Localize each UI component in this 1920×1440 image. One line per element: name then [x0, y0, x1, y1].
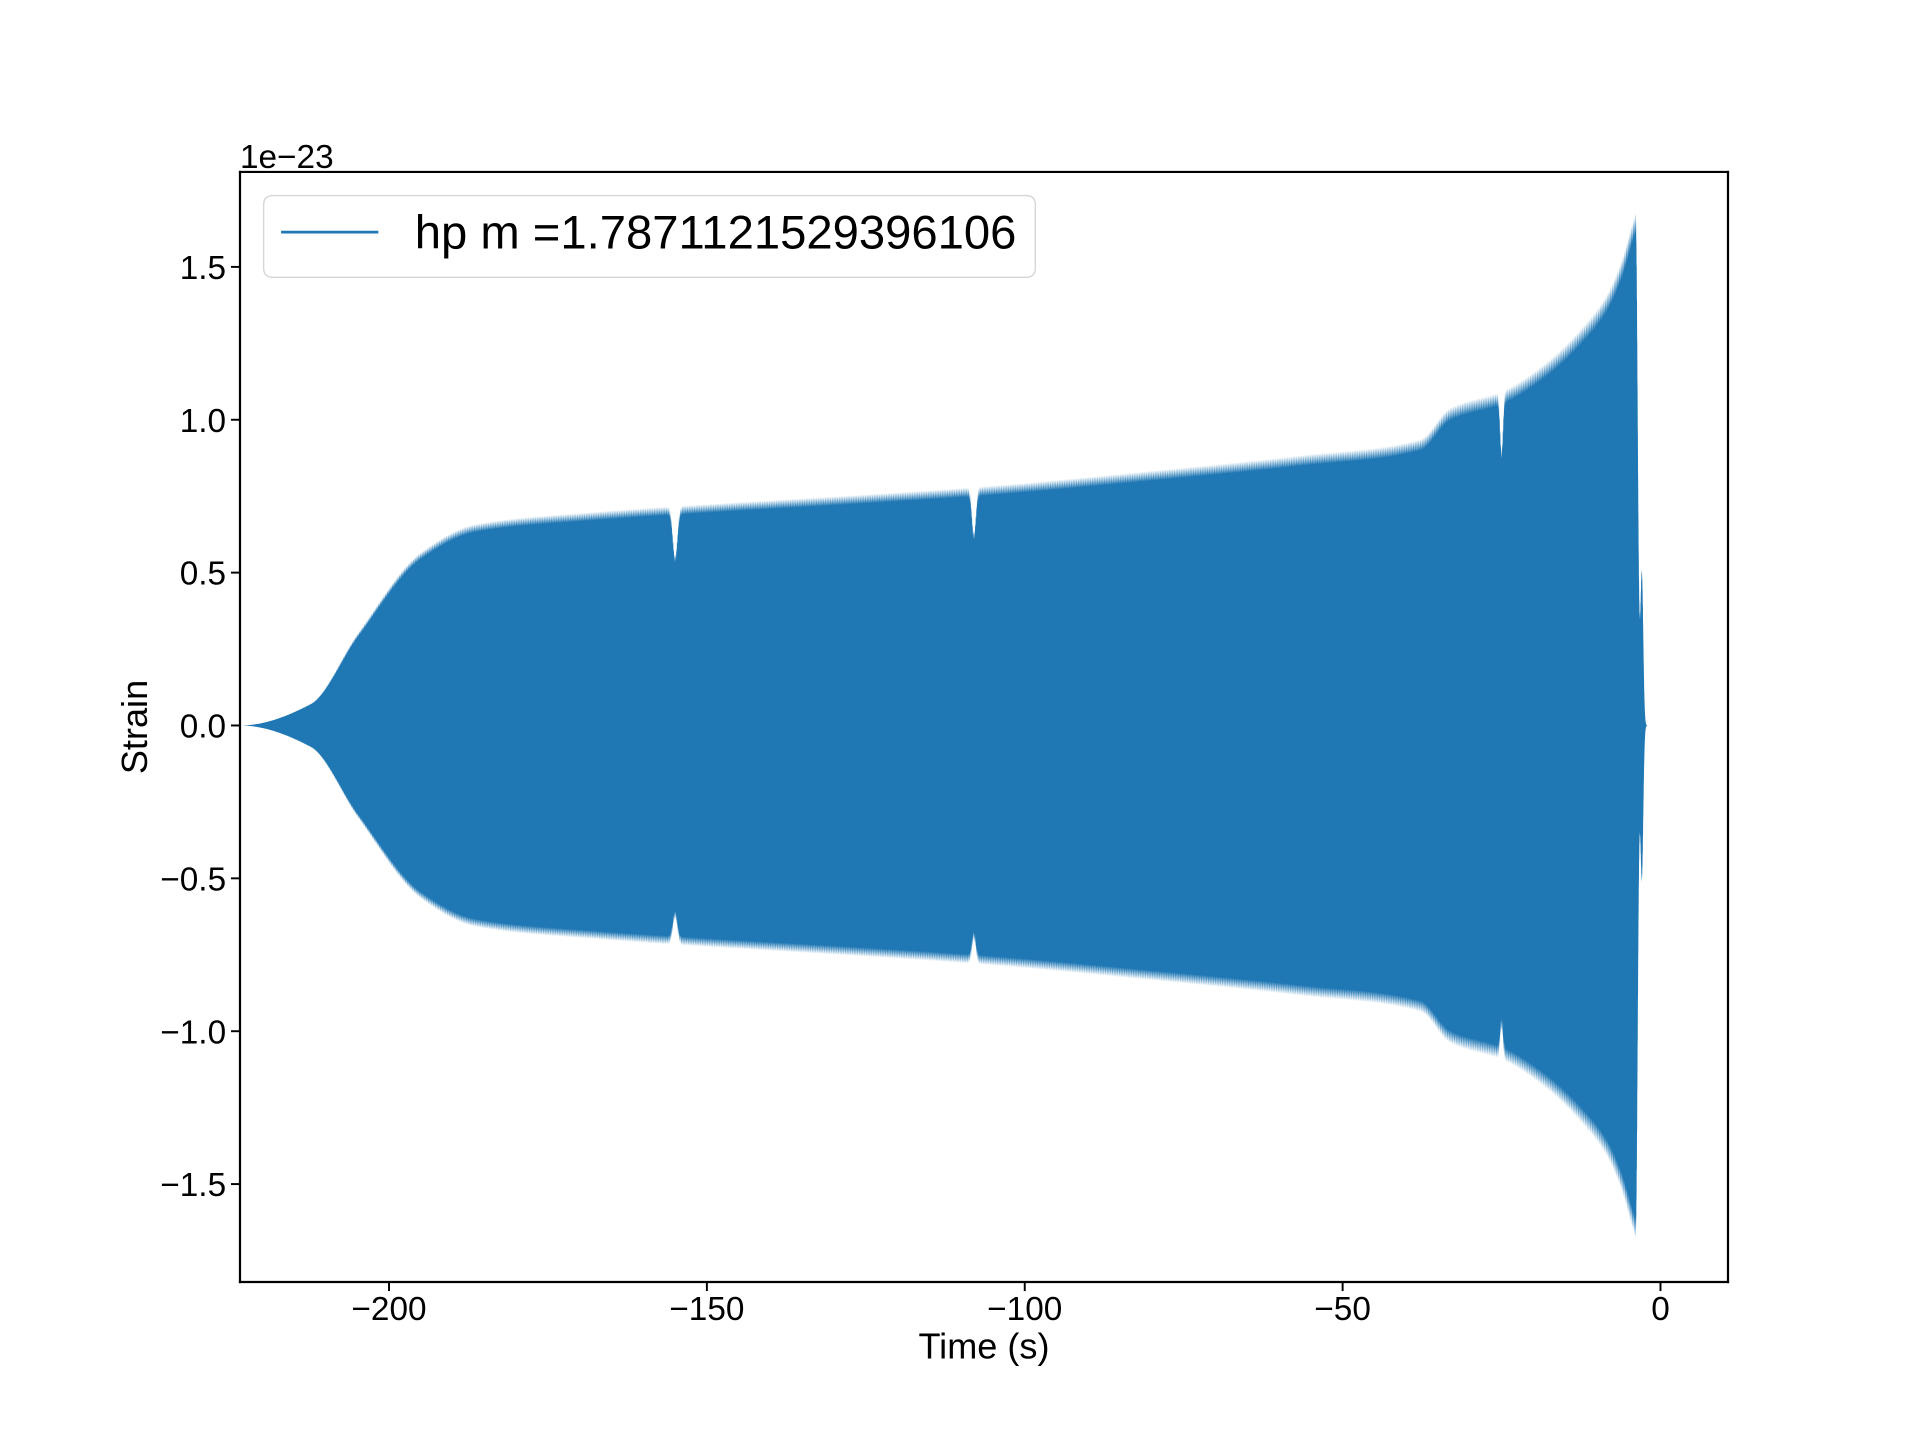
svg-text:1e−23: 1e−23 [240, 139, 334, 176]
svg-text:−150: −150 [669, 1291, 744, 1328]
svg-text:−1.0: −1.0 [160, 1014, 226, 1051]
svg-text:0.0: 0.0 [180, 709, 226, 746]
svg-text:−200: −200 [351, 1291, 426, 1328]
svg-text:Time (s): Time (s) [918, 1326, 1049, 1367]
svg-text:0.5: 0.5 [180, 556, 226, 593]
svg-text:hp m =1.7871121529396106: hp m =1.7871121529396106 [415, 207, 1017, 260]
svg-text:1.5: 1.5 [180, 250, 226, 287]
svg-text:−100: −100 [987, 1291, 1062, 1328]
svg-text:−0.5: −0.5 [160, 861, 226, 898]
svg-text:0: 0 [1651, 1291, 1670, 1328]
svg-text:1.0: 1.0 [180, 403, 226, 440]
svg-text:Strain: Strain [114, 680, 155, 774]
svg-text:−50: −50 [1314, 1291, 1371, 1328]
svg-text:−1.5: −1.5 [160, 1167, 226, 1204]
